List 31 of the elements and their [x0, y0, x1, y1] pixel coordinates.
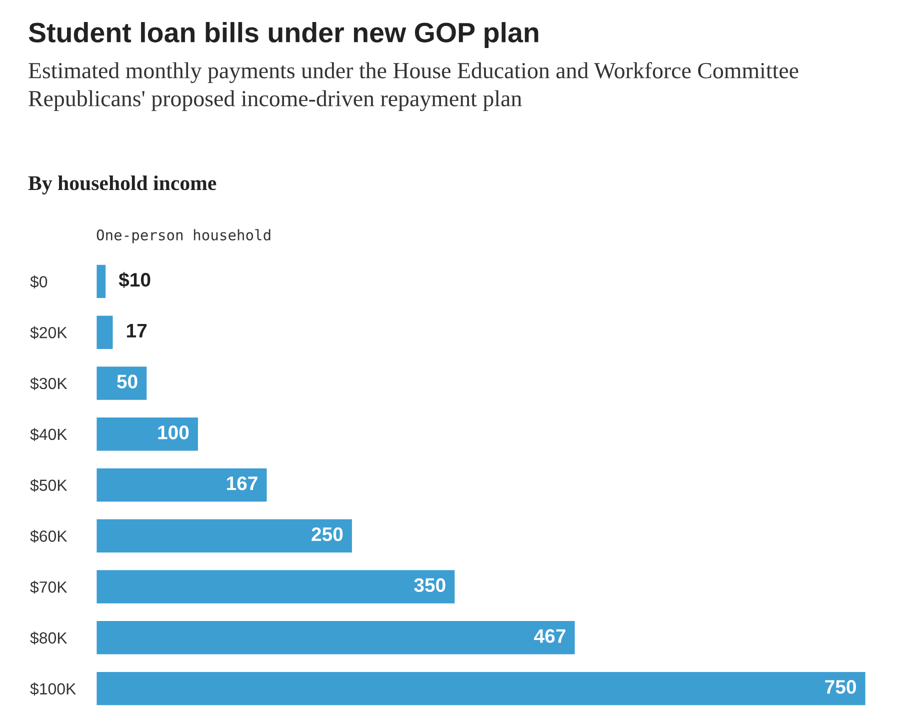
- bar: [96, 620, 576, 656]
- data-label: 467: [534, 629, 566, 643]
- y-tick-label: $80K: [30, 632, 68, 645]
- series-label: One-person household: [96, 229, 270, 244]
- data-label: 350: [414, 578, 446, 592]
- data-label: $10: [118, 272, 150, 288]
- bar: [96, 518, 354, 554]
- y-tick-label: $60K: [30, 530, 68, 543]
- data-label: 167: [227, 476, 258, 490]
- y-tick-label: $0: [30, 275, 48, 288]
- data-label: 750: [825, 680, 856, 694]
- bar: [96, 568, 456, 605]
- y-tick-label: $40K: [30, 428, 68, 442]
- y-tick-label: $70K: [30, 580, 68, 594]
- bar: [96, 416, 200, 452]
- y-axis-title: By household income: [28, 176, 216, 194]
- data-label: 50: [117, 374, 138, 388]
- data-label: 250: [312, 527, 343, 542]
- data-label: 100: [158, 426, 189, 440]
- chart-title: Student loan bills under new GOP plan: [28, 22, 538, 48]
- bar: [96, 263, 107, 300]
- data-label: 17: [127, 324, 147, 338]
- bar: [96, 467, 268, 503]
- y-tick-label: $20K: [30, 326, 68, 340]
- y-tick-label: $100K: [30, 682, 76, 696]
- y-tick-label: $30K: [30, 377, 68, 390]
- y-tick-label: $50K: [30, 478, 68, 492]
- chart-subtitle: Estimated monthly payments under the House Education and Workforce Committee Republicans' proposed income-driven repayment plan: [28, 62, 798, 112]
- bar: [96, 314, 114, 350]
- bar: [96, 670, 866, 707]
- bar: [96, 365, 148, 402]
